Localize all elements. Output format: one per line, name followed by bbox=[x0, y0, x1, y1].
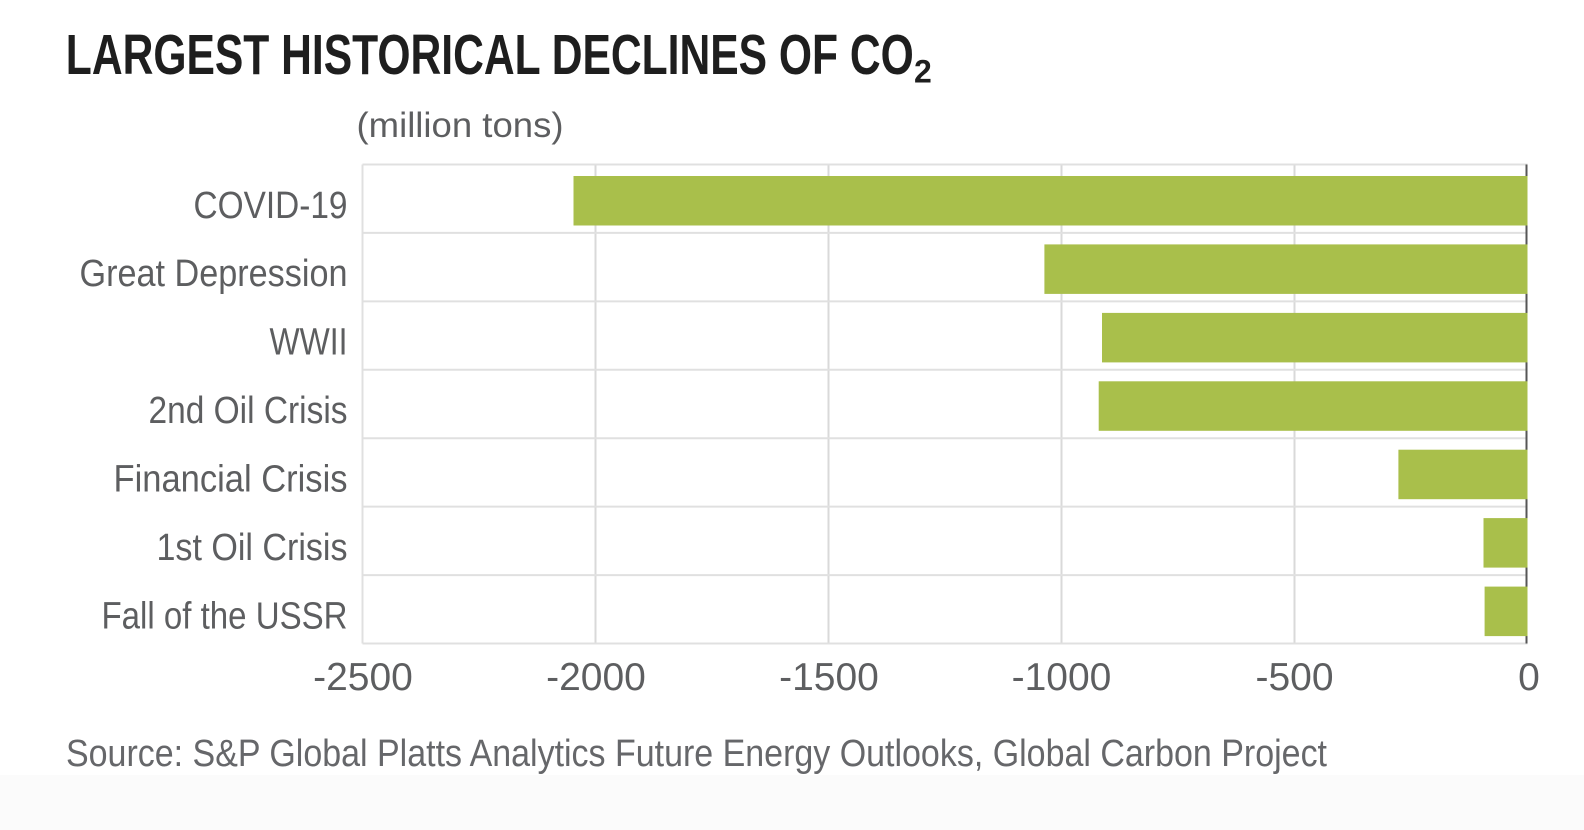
svg-text:-2000: -2000 bbox=[546, 656, 646, 699]
svg-text:Source: S&P Global Platts Anal: Source: S&P Global Platts Analytics Futu… bbox=[66, 733, 1327, 775]
svg-text:(million tons): (million tons) bbox=[357, 106, 564, 145]
svg-text:-1500: -1500 bbox=[779, 656, 879, 699]
svg-text:2: 2 bbox=[914, 53, 932, 89]
svg-text:Financial Crisis: Financial Crisis bbox=[114, 459, 348, 501]
svg-text:2nd Oil Crisis: 2nd Oil Crisis bbox=[149, 390, 348, 432]
svg-text:Great Depression: Great Depression bbox=[80, 253, 348, 295]
svg-text:1st Oil Crisis: 1st Oil Crisis bbox=[157, 527, 348, 569]
svg-text:Fall of the USSR: Fall of the USSR bbox=[102, 595, 348, 637]
svg-text:COVID-19: COVID-19 bbox=[194, 185, 348, 227]
svg-text:WWII: WWII bbox=[270, 322, 348, 364]
svg-text:-2500: -2500 bbox=[313, 656, 413, 699]
svg-text:0: 0 bbox=[1518, 656, 1540, 699]
svg-text:-1000: -1000 bbox=[1012, 656, 1112, 699]
svg-text:-500: -500 bbox=[1255, 656, 1333, 699]
svg-text:LARGEST HISTORICAL DECLINES OF: LARGEST HISTORICAL DECLINES OF CO bbox=[66, 24, 914, 87]
